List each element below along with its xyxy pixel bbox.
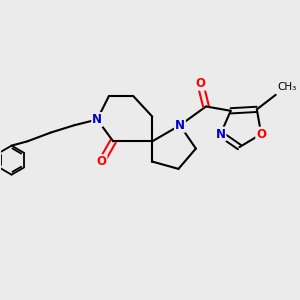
Text: N: N: [175, 119, 185, 132]
Text: N: N: [215, 128, 226, 140]
Text: CH₃: CH₃: [277, 82, 296, 92]
Text: N: N: [92, 113, 102, 126]
Text: O: O: [195, 77, 205, 90]
Text: O: O: [256, 128, 266, 140]
Text: O: O: [97, 155, 106, 168]
